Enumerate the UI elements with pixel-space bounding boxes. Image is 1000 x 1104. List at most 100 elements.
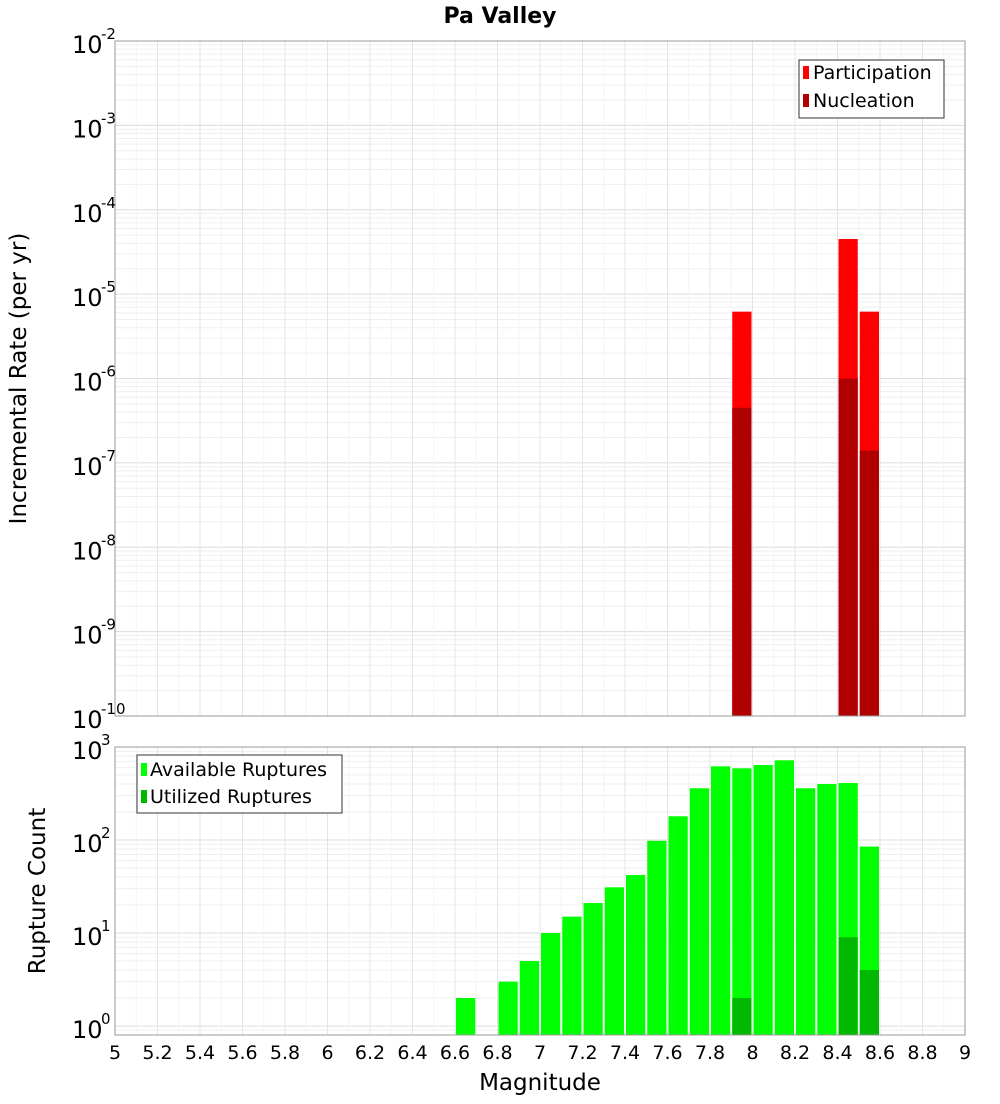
plot-frame-1 [114,40,966,717]
legend-label: Nucleation [813,90,915,112]
x-tick-label: 8.2 [780,1042,810,1064]
x-tick-label: 7.2 [567,1042,597,1064]
legend-bottom: Available Ruptures Utilized Ruptures [136,754,343,814]
bar-utilized-ruptures [859,969,879,1035]
y-tick-exponent: -9 [101,616,116,634]
y-tick-label: 102 [72,824,111,858]
y-tick-base: 10 [72,923,103,951]
bar-available-ruptures [541,932,561,1035]
x-tick-label: 5.8 [270,1042,300,1064]
y-tick-base: 10 [72,200,103,228]
x-tick-label: 7.8 [695,1042,725,1064]
bar-available-ruptures [817,784,837,1035]
series-nucleation [732,378,879,716]
y-tick-exponent: 3 [101,731,111,749]
y-axis-label: Rupture Count [25,808,51,974]
bar-available-ruptures [626,875,646,1035]
y-tick-base: 10 [72,369,103,397]
bar-nucleation [859,450,879,716]
legend-label: Participation [813,62,932,84]
x-tick-label: 9 [959,1042,971,1064]
y-tick-exponent: -4 [101,194,116,212]
y-tick-label: 10-5 [72,278,116,312]
y-tick-label: 103 [72,731,111,765]
legend-box [136,754,343,814]
x-tick-label: 8.8 [907,1042,937,1064]
x-tick-label: 5 [109,1042,121,1064]
bar-available-ruptures [796,788,816,1035]
y-tick-exponent: -6 [101,363,116,381]
gridlines-1 [114,41,966,717]
y-tick-exponent: -8 [101,531,116,549]
bar-available-ruptures [774,760,794,1035]
x-tick-label: 7 [534,1042,546,1064]
x-tick-label: 5.6 [227,1042,257,1064]
y-tick-label: 10-9 [72,616,116,650]
series-utilized-ruptures [732,937,879,1035]
y-tick-base: 10 [72,284,103,312]
legend-swatch [141,763,147,776]
x-tick-label: 6.2 [355,1042,385,1064]
bar-available-ruptures [711,766,731,1035]
plot-frame-2 [114,746,966,1036]
x-tick-label: 7.4 [610,1042,640,1064]
y-tick-base: 10 [72,830,103,858]
y-tick-label: 10-6 [72,363,116,397]
x-tick-label: 6.6 [440,1042,470,1064]
bar-nucleation [838,378,858,716]
y-tick-base: 10 [72,706,103,734]
bar-available-ruptures [732,768,752,1035]
y-tick-label: 10-7 [72,447,116,481]
y-tick-base: 10 [72,537,103,565]
y-tick-label: 10-8 [72,531,116,565]
bar-available-ruptures [689,788,709,1035]
y-tick-exponent: -10 [101,700,126,718]
y-tick-exponent: -7 [101,447,116,465]
y-tick-label: 100 [72,1010,111,1044]
y-tick-label: 10-10 [72,700,126,734]
y-tick-label: 101 [72,917,111,951]
x-tick-label: 7.6 [652,1042,682,1064]
x-tick-label: 5.2 [142,1042,172,1064]
x-axis-label: Magnitude [479,1070,601,1096]
bar-utilized-ruptures [838,937,858,1035]
y-tick-base: 10 [72,115,103,143]
y-tick-label: 10-4 [72,194,116,228]
bar-available-ruptures [753,765,773,1035]
legend-swatch [803,94,809,107]
bar-available-ruptures [456,997,476,1035]
y-tick-exponent: 0 [101,1010,111,1028]
legend-swatch [803,66,809,79]
bar-available-ruptures [668,816,688,1035]
legend-box [798,59,945,119]
y-tick-base: 10 [72,1016,103,1044]
bar-available-ruptures [519,960,539,1035]
y-tick-base: 10 [72,31,103,59]
legend-label: Utilized Ruptures [150,786,312,808]
x-tick-label: 6.8 [482,1042,512,1064]
y-tick-exponent: 2 [101,824,111,842]
bar-available-ruptures [647,840,667,1035]
x-tick-label: 5.4 [185,1042,215,1064]
legend-label: Available Ruptures [150,759,327,781]
bar-available-ruptures [583,903,603,1035]
chart-title: Pa Valley [443,4,556,29]
y-tick-exponent: -2 [101,25,116,43]
legend-swatch [141,790,147,803]
y-tick-exponent: 1 [101,917,111,935]
y-tick-base: 10 [72,622,103,650]
x-tick-label: 6.4 [397,1042,427,1064]
x-tick-label: 8.6 [865,1042,895,1064]
y-axis-label: Incremental Rate (per yr) [6,233,32,525]
bar-available-ruptures [562,916,582,1035]
y-tick-label: 10-2 [72,25,116,59]
y-tick-base: 10 [72,453,103,481]
x-tick-label: 8 [746,1042,758,1064]
bar-nucleation [732,407,752,716]
y-tick-exponent: -5 [101,278,116,296]
x-tick-label: 8.4 [822,1042,852,1064]
y-tick-label: 10-3 [72,109,116,143]
bar-available-ruptures [604,887,624,1035]
